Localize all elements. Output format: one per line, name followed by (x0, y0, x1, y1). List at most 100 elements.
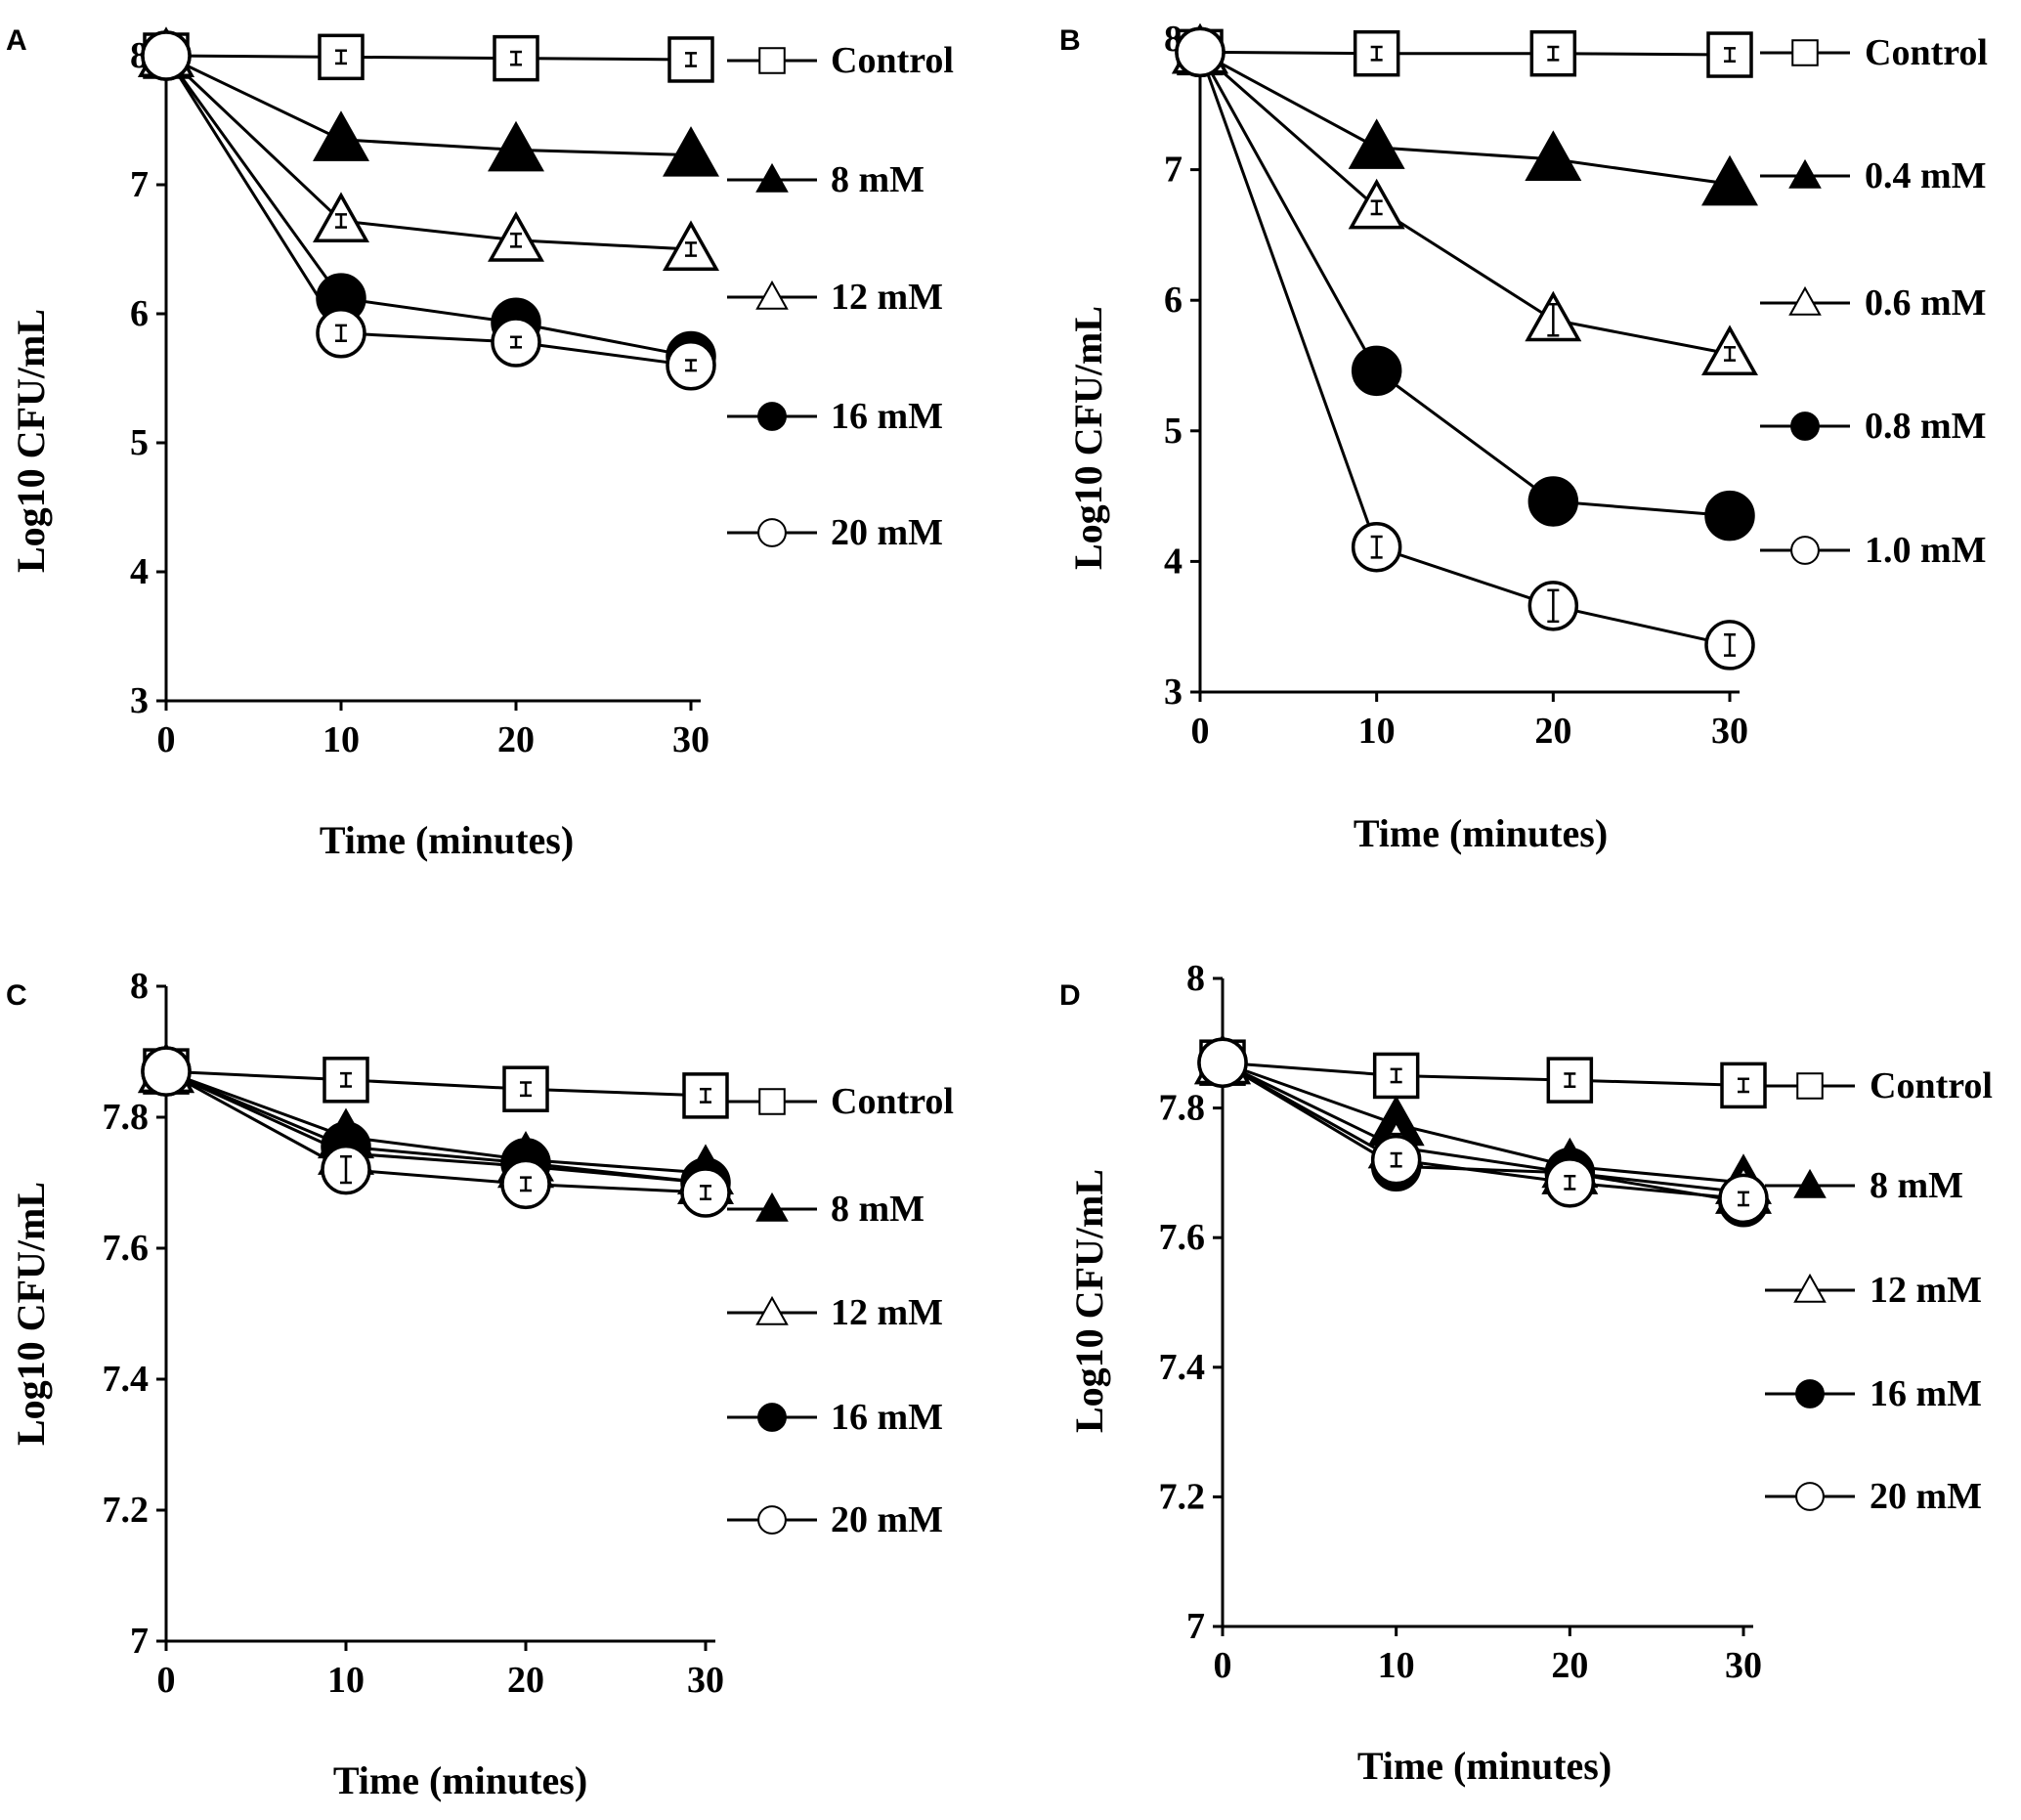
panel-c-legend-20-mm-circle-marker (757, 1505, 787, 1535)
panel-b-series-0-4-mm-line (1199, 51, 1731, 186)
panel-d-series-20-mm-point-circle-marker (1197, 1037, 1248, 1088)
panel-c-legend-control-label: Control (831, 1081, 954, 1122)
panel-d-letter: D (1059, 979, 1081, 1012)
panel-c-x-tick-label: 20 (507, 1660, 544, 1701)
panel-a-legend-12-mm-label: 12 mM (831, 277, 943, 318)
panel-a-x-axis-title: Time (minutes) (320, 818, 574, 862)
panel-a-y-tick-label: 5 (130, 422, 149, 463)
panel-d-y-tick-label: 7.4 (1159, 1347, 1206, 1388)
panel-a-series-16-mm-line (164, 55, 692, 359)
panel-b-x-tick-label: 10 (1358, 711, 1396, 752)
panel-c-legend-control-square-marker (758, 1088, 786, 1115)
panel-c-letter: C (6, 979, 27, 1012)
panel-b-legend-control-label: Control (1865, 32, 1988, 73)
panel-b-legend-0-8-mm-circle-marker (1790, 412, 1820, 441)
panel-c-y-tick-label: 7.8 (103, 1097, 150, 1138)
panel-a-legend-16-mm-label: 16 mM (831, 396, 943, 437)
panel-c-y-tick-label: 7.4 (103, 1359, 150, 1400)
panel-c-series-control-line (165, 1069, 707, 1098)
panel-c-legend-12-mm-label: 12 mM (831, 1292, 943, 1333)
panel-b-x-tick-label: 30 (1711, 711, 1748, 752)
panel-d-series-8-mm-line (1222, 1061, 1744, 1185)
panel-a-x-tick-label: 20 (497, 719, 535, 760)
panel-c-series-20-mm-line (165, 1069, 707, 1194)
panel-d-legend-8-mm-triangle-marker (1793, 1168, 1827, 1198)
panel-c-y-axis-title: Log10 CFU/mL (9, 1182, 53, 1446)
panel-a-legend-control-square-marker (758, 47, 786, 74)
panel-b-series-1-0-mm-point-circle-marker (1175, 26, 1226, 78)
panel-b-legend-0-6-mm-label: 0.6 mM (1865, 282, 1987, 324)
panel-a-series-control-line (165, 54, 692, 62)
panel-d-series-12-mm-line (1222, 1061, 1744, 1194)
panel-d-legend-control-square-marker (1796, 1072, 1824, 1100)
panel-b-series-1-0-mm-line (1198, 51, 1731, 647)
panel-b-series-control-line (1199, 50, 1731, 57)
panel-b-letter: B (1059, 24, 1081, 57)
panel-b-y-tick-label: 6 (1164, 280, 1182, 321)
panel-b-x-tick-label: 0 (1191, 711, 1210, 752)
panel-d-x-tick-label: 30 (1725, 1645, 1762, 1686)
panel-d-legend-20-mm-label: 20 mM (1870, 1476, 1982, 1517)
panel-b-x-axis-title: Time (minutes) (1354, 811, 1608, 855)
panel-c-series-8-mm-line (165, 1069, 707, 1175)
panel-b-legend-1-0-mm-circle-marker (1790, 536, 1820, 565)
panel-a-y-tick-label: 3 (130, 680, 149, 721)
panel-c-y-tick-label: 7 (130, 1621, 149, 1662)
panel-c-legend-8-mm-label: 8 mM (831, 1189, 924, 1230)
panel-c-x-tick-label: 30 (687, 1660, 724, 1701)
panel-b-legend-0-4-mm-label: 0.4 mM (1865, 155, 1987, 196)
panel-d-y-tick-label: 7.6 (1159, 1217, 1206, 1258)
panel-d-legend-16-mm-circle-marker (1795, 1379, 1825, 1408)
panel-a-y-axis-title: Log10 CFU/mL (9, 309, 53, 573)
panel-b-legend-control-square-marker (1791, 39, 1819, 66)
panel-a-legend-8-mm-triangle-marker (755, 162, 789, 193)
panel-a-series-control-point-square-marker (493, 34, 539, 82)
panel-d: D 7 7.2 7.4 7.6 7.8 8 0 10 20 30 Time (minutes) Log1… (1059, 958, 1993, 1788)
panel-c-series-12-mm-line (165, 1069, 707, 1185)
panel-d-legend-12-mm-triangle-marker (1793, 1273, 1827, 1303)
panel-d-legend-control-label: Control (1870, 1065, 1993, 1106)
panel-d-legend-20-mm-circle-marker (1795, 1482, 1825, 1511)
panel-d-y-tick-label: 7.2 (1159, 1476, 1206, 1517)
panel-c-series-control-point-square-marker (502, 1065, 549, 1112)
panel-a-series-control-point-square-marker (667, 36, 714, 83)
panel-b-legend-1-0-mm-label: 1.0 mM (1865, 530, 1987, 571)
panel-c: C 7 7.2 7.4 7.6 7.8 8 0 10 20 30 Time (minutes) Log1… (6, 966, 954, 1802)
panel-b-legend-0-4-mm-triangle-marker (1788, 158, 1822, 189)
panel-a-letter: A (6, 24, 27, 57)
panel-d-x-tick-label: 0 (1214, 1645, 1232, 1686)
panel-a-y-tick-label: 6 (130, 293, 149, 334)
panel-a-legend-12-mm-triangle-marker (755, 280, 789, 310)
panel-d-y-tick-label: 7.8 (1159, 1088, 1206, 1129)
panel-d-x-axis-title: Time (minutes) (1357, 1744, 1612, 1788)
panel-c-y-tick-label: 8 (130, 966, 149, 1007)
panel-c-series-16-mm-line (165, 1069, 707, 1185)
panel-c-series-20-mm-point-circle-marker (141, 1046, 192, 1097)
panel-a-x-tick-label: 10 (322, 719, 360, 760)
panel-a-legend-16-mm-circle-marker (757, 402, 787, 431)
panel-a-y-tick-label: 7 (130, 164, 149, 205)
panel-d-x-tick-label: 10 (1378, 1645, 1415, 1686)
panel-b-legend-0-8-mm-label: 0.8 mM (1865, 406, 1987, 447)
panel-a-legend-20-mm-label: 20 mM (831, 512, 943, 553)
panel-a-y-tick-label: 4 (130, 551, 149, 592)
panel-d-legend-12-mm-label: 12 mM (1870, 1270, 1982, 1311)
panel-c-legend-16-mm-circle-marker (757, 1403, 787, 1432)
panel-b-y-tick-label: 7 (1164, 150, 1182, 191)
panel-a-legend-control-label: Control (831, 40, 954, 81)
panel-a-x-tick-label: 0 (157, 719, 176, 760)
panel-b-y-tick-label: 3 (1164, 672, 1182, 713)
panel-d-series-16-mm-line (1222, 1061, 1744, 1204)
panel-c-y-tick-label: 7.6 (103, 1228, 150, 1269)
panel-a-legend-20-mm-circle-marker (757, 518, 787, 547)
panel-c-legend-12-mm-triangle-marker (755, 1295, 789, 1325)
panel-b-y-tick-label: 4 (1164, 541, 1182, 582)
panel-c-x-tick-label: 10 (327, 1660, 365, 1701)
panel-b-y-axis-title: Log10 CFU/mL (1066, 306, 1110, 570)
panel-d-y-tick-label: 7 (1186, 1606, 1205, 1647)
panel-d-series-control-line (1222, 1061, 1744, 1087)
panel-a-series-20-mm-point-circle-marker (141, 30, 192, 81)
